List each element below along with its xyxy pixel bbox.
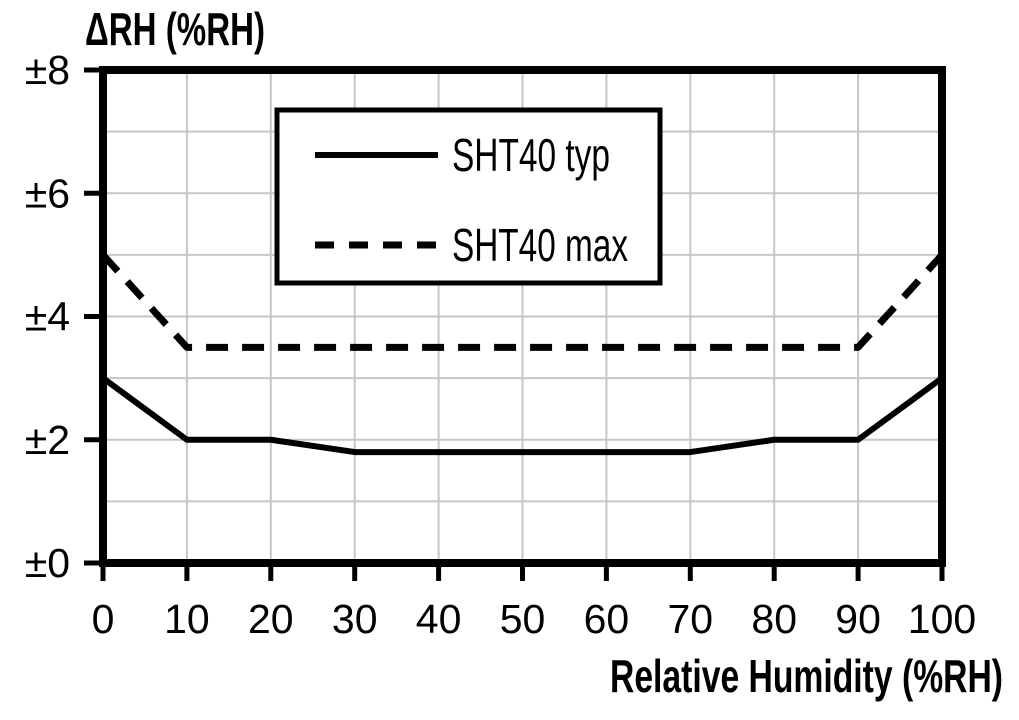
y-tick-label: ±0 [25, 540, 70, 586]
x-tick-label: 10 [164, 596, 210, 642]
series-line-sht40-typ [101, 375, 944, 456]
x-tick-label: 90 [835, 596, 881, 642]
series-line-sht40-max [100, 252, 945, 351]
y-tick-label: ±6 [25, 170, 70, 216]
x-tick-label: 60 [584, 596, 630, 642]
x-tick-label: 0 [92, 596, 115, 642]
y-tick-label: ±2 [25, 417, 70, 463]
tick-label-layer: 0 10 20 30 40 50 60 70 80 90 100 ±0 ±2 ±4 ±6 ±8 [25, 47, 977, 642]
y-tick-label: ±8 [25, 47, 70, 93]
x-axis-title: Relative Humidity (%RH) [610, 650, 1003, 702]
x-tick-label: 20 [248, 596, 294, 642]
x-tick-label: 70 [667, 596, 713, 642]
legend-box [274, 107, 663, 286]
x-tick-label: 40 [416, 596, 462, 642]
x-tick-label: 80 [751, 596, 797, 642]
legend: SHT40 typ SHT40 max [274, 107, 663, 286]
legend-label-max: SHT40 max [452, 219, 628, 271]
axis-tick-layer [84, 67, 945, 581]
legend-label-typ: SHT40 typ [452, 129, 610, 181]
x-tick-label: 30 [332, 596, 378, 642]
x-tick-label: 50 [500, 596, 546, 642]
y-tick-label: ±4 [25, 294, 70, 340]
series-layer [100, 252, 945, 456]
x-tick-label: 100 [908, 596, 976, 642]
y-axis-title: ΔRH (%RH) [85, 3, 265, 55]
